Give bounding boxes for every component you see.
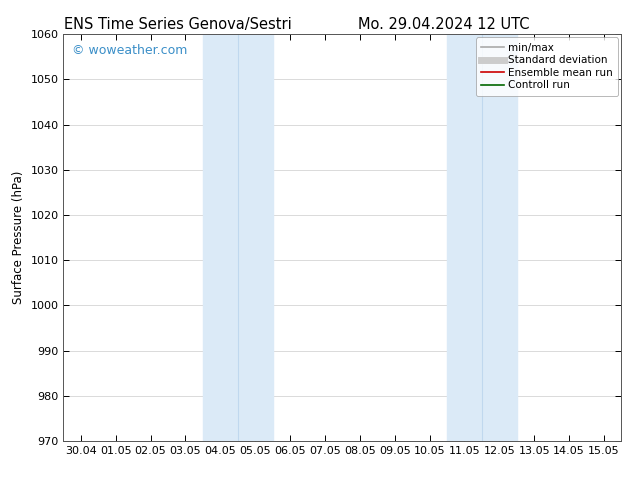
Y-axis label: Surface Pressure (hPa): Surface Pressure (hPa) bbox=[12, 171, 25, 304]
Text: Mo. 29.04.2024 12 UTC: Mo. 29.04.2024 12 UTC bbox=[358, 17, 529, 32]
Bar bbox=[238, 34, 273, 441]
Text: © woweather.com: © woweather.com bbox=[72, 45, 187, 57]
Bar bbox=[203, 34, 238, 441]
Title: ENS Time Series Genova/Sestri      Mo. 29.04.2024 12 UTC: ENS Time Series Genova/Sestri Mo. 29.04.… bbox=[0, 489, 1, 490]
Text: ENS Time Series Genova/Sestri: ENS Time Series Genova/Sestri bbox=[63, 17, 292, 32]
Bar bbox=[482, 34, 517, 441]
Bar bbox=[447, 34, 482, 441]
Legend: min/max, Standard deviation, Ensemble mean run, Controll run: min/max, Standard deviation, Ensemble me… bbox=[476, 37, 618, 96]
